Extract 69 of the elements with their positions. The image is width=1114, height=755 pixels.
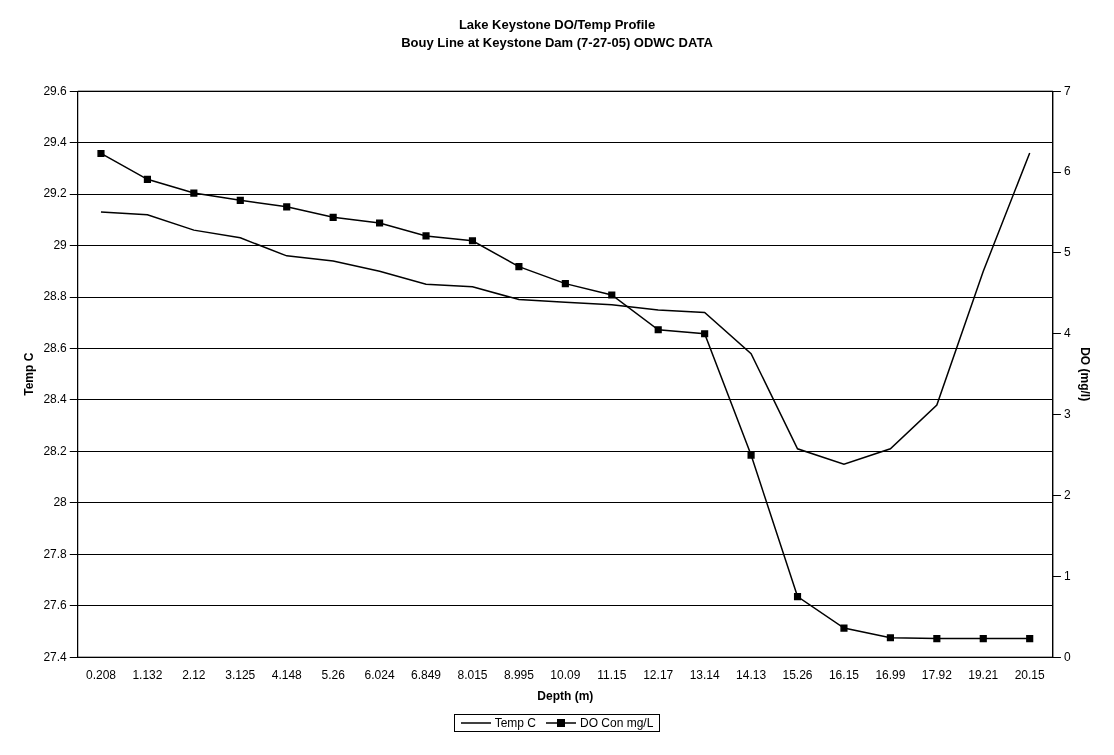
y-tick-label: 29.2 bbox=[43, 186, 68, 201]
x-tick-label: 8.015 bbox=[457, 667, 488, 682]
x-tick-label: 8.995 bbox=[503, 667, 535, 682]
legend-label: Temp C bbox=[494, 716, 536, 730]
y-tick-label: 27.8 bbox=[43, 546, 68, 561]
point bbox=[1026, 635, 1034, 643]
x-tick-label: 6.024 bbox=[364, 667, 395, 682]
point bbox=[747, 451, 755, 459]
y-tick-label: 27.4 bbox=[43, 649, 68, 664]
y-tick-label: 28.2 bbox=[43, 443, 68, 458]
point bbox=[654, 326, 662, 334]
point bbox=[933, 635, 941, 643]
point bbox=[793, 592, 802, 601]
point bbox=[376, 219, 384, 227]
point bbox=[701, 330, 709, 338]
y2-tick-label: 5 bbox=[1063, 245, 1071, 260]
y-tick-label: 29 bbox=[53, 237, 68, 252]
y-tick-label: 28.6 bbox=[43, 340, 68, 355]
point bbox=[608, 291, 616, 299]
x-tick-label: 14.13 bbox=[736, 667, 767, 682]
y2-tick-label: 6 bbox=[1063, 164, 1071, 179]
legend-label: DO Con mg/L bbox=[579, 716, 654, 730]
y-tick-label: 29.4 bbox=[43, 134, 68, 149]
y2-tick-label: 4 bbox=[1063, 326, 1071, 341]
x-tick-label: 1.132 bbox=[132, 667, 163, 682]
point bbox=[515, 263, 523, 271]
y-tick-label: 27.6 bbox=[43, 598, 68, 613]
point bbox=[979, 635, 987, 643]
point bbox=[468, 237, 477, 245]
point bbox=[283, 203, 291, 211]
point bbox=[886, 634, 894, 642]
y-tick-label: 28.4 bbox=[43, 392, 68, 407]
y2-tick-label: 2 bbox=[1063, 487, 1071, 502]
x-tick-label: 2.12 bbox=[182, 667, 206, 682]
point bbox=[190, 189, 198, 197]
y-tick-label: 28 bbox=[53, 495, 68, 510]
y2-tick-label: 0 bbox=[1063, 649, 1071, 664]
x-tick-label: 19.21 bbox=[968, 667, 999, 682]
x-tick-label: 13.14 bbox=[689, 667, 720, 682]
y-tick-label: 28.8 bbox=[43, 289, 68, 304]
x-tick-label: 10.09 bbox=[550, 667, 581, 682]
x-tick-label: 15.26 bbox=[782, 667, 813, 682]
x-tick-label: 4.148 bbox=[271, 667, 303, 682]
x-tick-label: 17.92 bbox=[921, 667, 953, 682]
x-axis-title: Depth (m) bbox=[537, 689, 594, 704]
point bbox=[236, 196, 244, 204]
point bbox=[422, 232, 430, 240]
y-tick-label: 29.6 bbox=[43, 83, 68, 98]
x-tick-label: 3.125 bbox=[225, 667, 256, 682]
y2-tick-label: 7 bbox=[1063, 83, 1071, 98]
point bbox=[143, 175, 151, 183]
x-tick-label: 11.15 bbox=[597, 667, 627, 682]
chart-subtitle: Bouy Line at Keystone Dam (7-27-05) ODWC DATA bbox=[401, 34, 714, 50]
x-tick-label: 0.208 bbox=[85, 667, 117, 682]
chart-title: Lake Keystone DO/Temp Profile bbox=[458, 17, 656, 33]
point bbox=[840, 624, 848, 632]
x-tick-label: 16.15 bbox=[828, 667, 860, 682]
y2-tick-label: 1 bbox=[1063, 568, 1071, 583]
y2-tick-label: 3 bbox=[1063, 406, 1071, 421]
x-tick-label: 6.849 bbox=[411, 667, 442, 682]
x-tick-label: 12.17 bbox=[643, 667, 674, 682]
point bbox=[561, 280, 569, 288]
y-axis-title: Temp C bbox=[21, 352, 36, 396]
point bbox=[329, 213, 337, 221]
y2-axis-title: DO (mg/l) bbox=[1078, 347, 1093, 402]
x-tick-label: 16.99 bbox=[875, 667, 906, 682]
x-tick-label: 20.15 bbox=[1014, 667, 1046, 682]
x-tick-label: 5.26 bbox=[321, 667, 346, 682]
point bbox=[97, 149, 105, 158]
